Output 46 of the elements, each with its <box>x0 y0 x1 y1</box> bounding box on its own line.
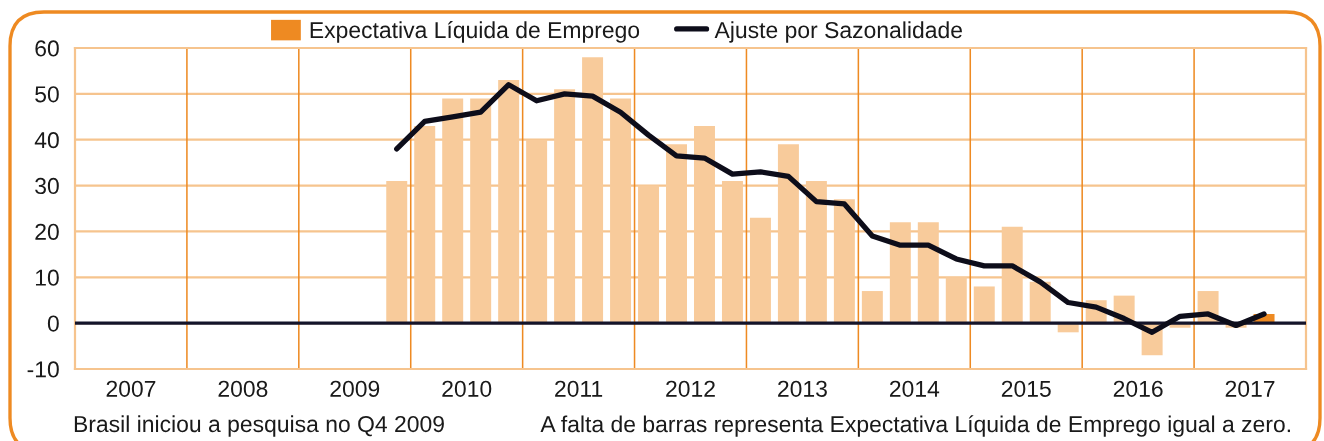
x-tick-label: 2017 <box>1225 380 1275 397</box>
bar <box>442 98 464 324</box>
y-tick-label: 0 <box>47 315 59 332</box>
bar <box>777 144 799 324</box>
bar <box>917 222 939 324</box>
bar <box>833 199 855 324</box>
bar <box>386 180 408 324</box>
x-tick-label: 2007 <box>106 380 156 397</box>
x-tick-label: 2010 <box>442 380 492 397</box>
y-tick-label: 30 <box>35 177 59 195</box>
x-tick-label: 2008 <box>218 380 268 397</box>
bar <box>945 277 967 324</box>
x-tick-label: 2016 <box>1113 380 1163 397</box>
x-tick-label: 2009 <box>330 380 380 397</box>
y-tick-label: -10 <box>27 361 59 378</box>
y-tick-label: 50 <box>35 86 59 103</box>
text: Brasil iniciou a pesquisa no Q4 2009 <box>74 415 444 437</box>
bar <box>610 98 632 324</box>
bar <box>470 98 492 324</box>
bar <box>861 291 883 324</box>
bar <box>526 139 548 324</box>
bar <box>666 144 687 324</box>
y-tick-label: 40 <box>34 132 59 149</box>
bar <box>749 217 771 324</box>
bar <box>805 180 827 324</box>
x-tick-label: 2015 <box>1001 380 1051 397</box>
legend-label: Ajuste por Sazonalidade <box>714 21 962 43</box>
x-tick-label: 2011 <box>555 380 603 397</box>
bar <box>1001 226 1023 324</box>
legend-label: Expectativa Líquida de Emprego <box>310 21 640 43</box>
bar <box>554 89 576 324</box>
y-tick-label: 20 <box>35 223 59 240</box>
bar <box>638 185 660 324</box>
bar <box>414 125 436 324</box>
x-tick-label: 2014 <box>889 380 940 397</box>
bar <box>498 80 520 324</box>
text: A falta de barras representa Expectativa Líquida de Emprego igual a zero. <box>540 415 1290 437</box>
y-tick-label: 10 <box>35 269 59 286</box>
x-tick-label: 2013 <box>778 380 827 397</box>
bar <box>889 222 911 324</box>
x-tick-label: 2012 <box>666 380 715 397</box>
bar <box>973 286 995 324</box>
bar <box>582 57 604 324</box>
y-tick-label: 60 <box>35 40 59 57</box>
bar <box>694 125 715 324</box>
bar <box>721 180 743 324</box>
